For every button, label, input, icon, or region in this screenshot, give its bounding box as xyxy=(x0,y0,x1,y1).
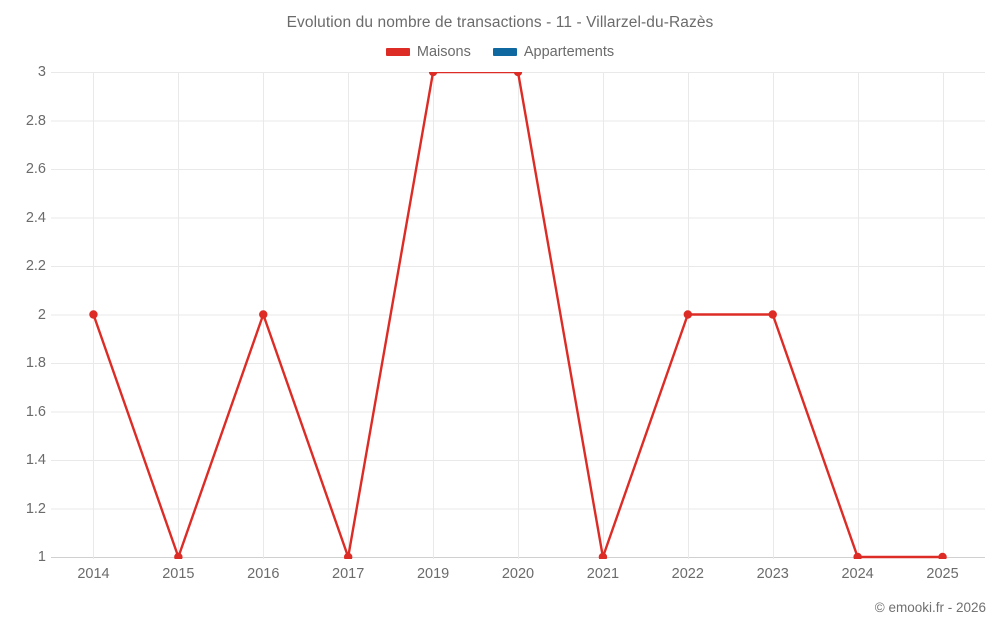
legend-swatch-maisons xyxy=(385,48,410,57)
chart-title: Evolution du nombre de transactions - 11… xyxy=(286,14,714,31)
x-axis-tick-label: 2016 xyxy=(247,566,280,582)
y-axis-tick-label: 1.4 xyxy=(25,452,46,468)
legend-item-maisons[interactable]: Maisons xyxy=(385,44,471,60)
x-axis-tick-label: 2015 xyxy=(162,566,195,582)
data-point-marker[interactable] xyxy=(428,72,438,77)
plot-area xyxy=(51,72,985,559)
y-axis-tick-label: 1.2 xyxy=(25,500,46,517)
x-axis-tick-label: 2019 xyxy=(416,566,450,582)
x-axis-tick-label: 2022 xyxy=(671,566,704,582)
legend-label-appartements: Appartements xyxy=(523,44,615,60)
series-line xyxy=(92,72,944,559)
y-axis-tick-label: 2.4 xyxy=(25,209,46,226)
chart-canvas xyxy=(51,72,985,559)
y-axis-tick-label: 1.6 xyxy=(25,403,46,420)
data-point-marker[interactable] xyxy=(938,552,947,559)
x-axis-tick-label: 2023 xyxy=(756,566,789,582)
y-axis-tick-label: 2.6 xyxy=(25,161,46,177)
x-axis-tick-label: 2025 xyxy=(926,566,959,582)
data-point-marker[interactable] xyxy=(683,310,693,319)
y-axis: 3 2.8 2.6 2.4 2.2 2 1.8 1.6 1.4 1.2 1 xyxy=(0,0,46,625)
x-axis-tick-label: 2024 xyxy=(841,566,874,582)
series-maisons xyxy=(89,72,947,559)
y-axis-tick-label: 2.2 xyxy=(25,258,46,274)
chart-legend: Maisons Appartements xyxy=(0,45,1000,60)
data-point-marker[interactable] xyxy=(853,552,862,559)
data-point-marker[interactable] xyxy=(259,310,268,319)
legend-swatch-appartements xyxy=(492,48,517,57)
y-axis-tick-label: 3 xyxy=(37,64,46,80)
y-axis-tick-label: 1.8 xyxy=(25,355,46,371)
legend-label-maisons: Maisons xyxy=(416,44,471,60)
x-axis-tick-label: 2014 xyxy=(77,566,110,582)
y-axis-tick-label: 2.8 xyxy=(25,112,46,129)
gridlines-vertical xyxy=(93,72,944,559)
data-point-marker[interactable] xyxy=(513,72,523,77)
y-axis-tick-label: 2 xyxy=(37,306,46,323)
data-point-marker[interactable] xyxy=(343,552,353,559)
data-point-marker[interactable] xyxy=(174,552,183,559)
y-axis-tick-label: 1 xyxy=(37,549,46,565)
x-axis-tick-label: 2020 xyxy=(501,566,535,582)
x-axis-tick-label: 2021 xyxy=(586,566,620,582)
x-axis-tick-label: 2017 xyxy=(332,566,365,582)
data-point-marker[interactable] xyxy=(768,310,777,319)
legend-item-appartements[interactable]: Appartements xyxy=(492,44,615,60)
data-point-marker[interactable] xyxy=(89,310,98,319)
copyright-credit: © emooki.fr - 2026 xyxy=(874,600,986,615)
data-point-marker[interactable] xyxy=(598,552,608,559)
